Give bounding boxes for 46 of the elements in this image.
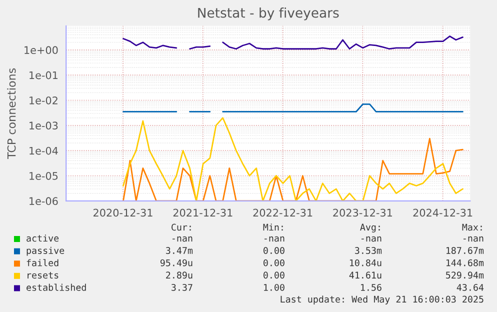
x-tick-label: 2020-12-31: [94, 208, 152, 217]
text: 2.89u: [166, 272, 192, 279]
x-tick-label: 2021-12-31: [173, 208, 232, 217]
y-tick-label: 1e+00: [24, 46, 58, 54]
line-series: [122, 138, 464, 201]
text: 529.94m: [446, 272, 484, 279]
y-axis-title: TCP connections: [7, 68, 16, 160]
y-tick-label: 1e-02: [30, 96, 58, 104]
text: 41.61u: [349, 272, 382, 279]
legend-label: failed: [26, 259, 58, 266]
text: 3.53m: [355, 247, 382, 254]
text: Cur:: [172, 224, 191, 231]
text: 95.49u: [160, 259, 192, 266]
text: 3.37: [172, 284, 192, 291]
line-series: [122, 117, 464, 201]
text: Avg:: [360, 224, 380, 232]
text: 0.00: [264, 272, 284, 279]
x-tick-label: 2023-12-31: [333, 208, 392, 217]
text: 1.00: [264, 284, 284, 291]
x-tick-label: 2024-12-31: [413, 208, 472, 217]
legend-label: established: [26, 284, 86, 291]
text: 10.84u: [350, 259, 382, 266]
y-tick-label: 1e-06: [30, 197, 58, 206]
y-tick-label: 1e-01: [30, 71, 58, 80]
y-tick-label: 1e-05: [30, 172, 58, 180]
legend-label: passive: [26, 246, 64, 256]
x-tick-label: 2022-12-31: [253, 208, 312, 217]
text: 0.00: [264, 247, 284, 254]
text: -nan: [172, 236, 192, 242]
text: 1.56: [361, 284, 382, 291]
text: Last update: Wed May 21 16:00:03 2025: [280, 296, 484, 304]
chart-title: Netstat - by fiveyears: [198, 8, 339, 20]
text: -nan: [362, 236, 382, 242]
y-tick-label: 1e-03: [30, 122, 58, 130]
text: -nan: [464, 236, 484, 242]
text: 0.00: [264, 259, 284, 266]
text: 144.68m: [446, 259, 484, 266]
text: 3.47m: [166, 247, 193, 254]
text: -nan: [264, 236, 284, 242]
y-tick-label: 1e-04: [30, 146, 58, 155]
text: 187.67m: [446, 247, 484, 254]
legend-label: active: [26, 234, 59, 242]
text: 43.64: [456, 284, 484, 291]
text: Max:: [462, 224, 482, 231]
legend-label: resets: [28, 272, 58, 279]
text: Min:: [263, 224, 283, 231]
